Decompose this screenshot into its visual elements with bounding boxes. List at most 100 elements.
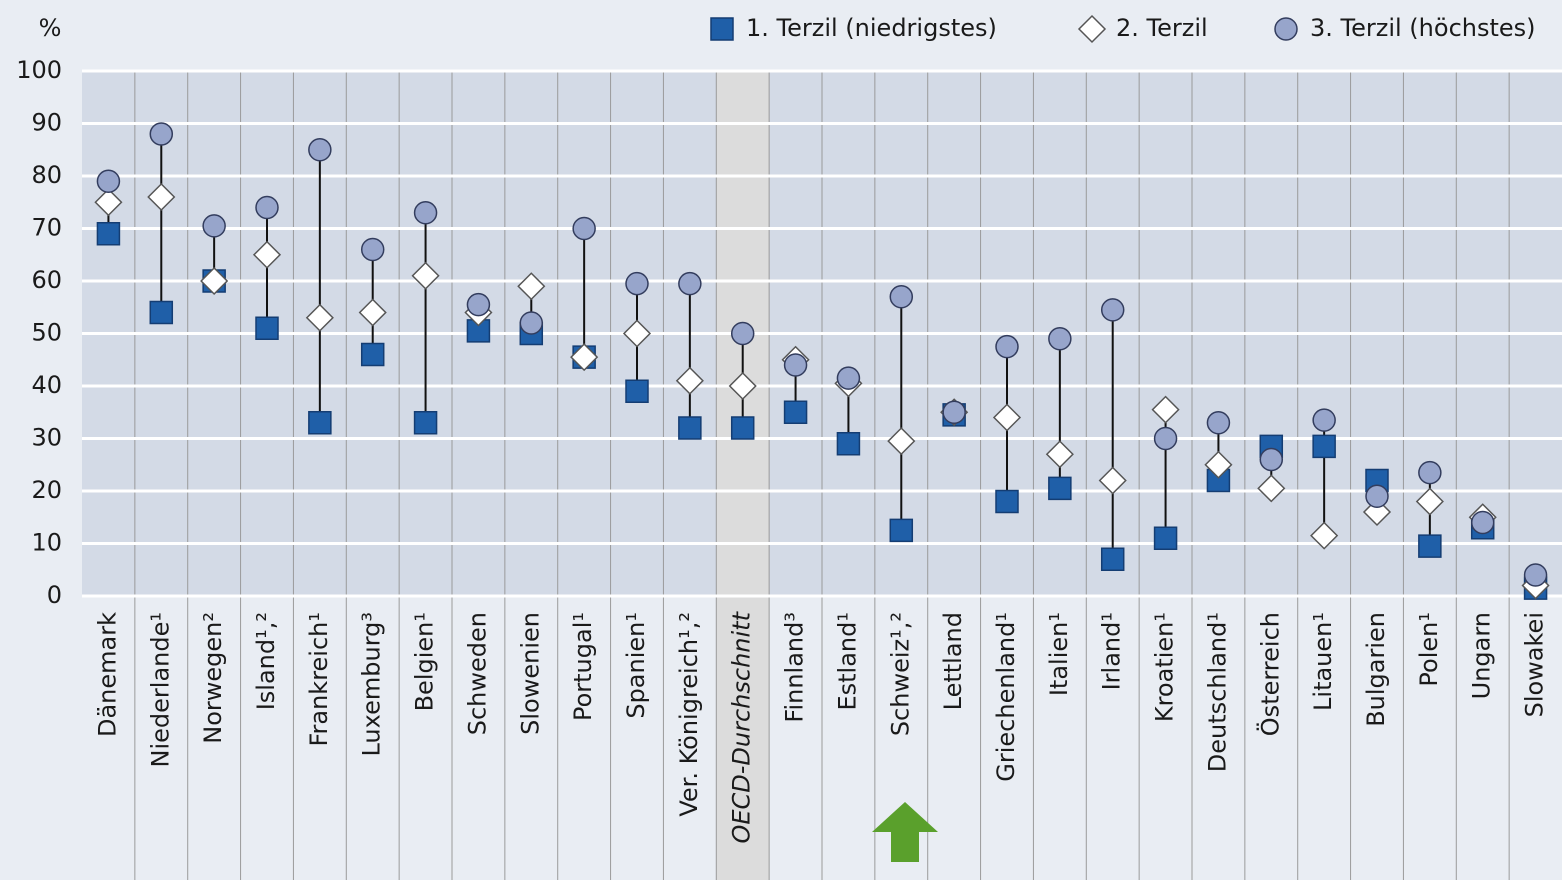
circle-marker xyxy=(1523,563,1548,587)
diamond-marker xyxy=(887,427,916,456)
square-marker xyxy=(308,411,332,435)
diamond-marker xyxy=(1077,14,1107,44)
square-marker xyxy=(1418,534,1442,558)
circle-marker xyxy=(942,400,966,424)
circle-marker xyxy=(783,353,808,377)
diamond-marker xyxy=(1415,487,1444,516)
diamond-marker xyxy=(200,266,229,296)
square-marker xyxy=(995,489,1019,514)
diamond-marker xyxy=(1204,450,1233,479)
y-tick-label: 90 xyxy=(31,109,62,137)
y-tick-label: 60 xyxy=(31,266,62,294)
x-tick-label: Ungarn xyxy=(1468,612,1496,699)
x-tick-label: Litauen¹ xyxy=(1309,612,1337,711)
y-tick-label: 10 xyxy=(31,529,62,557)
x-tick-label: Griechenland¹ xyxy=(992,612,1020,782)
circle-marker xyxy=(1153,426,1178,451)
y-tick-label: 50 xyxy=(31,319,62,347)
legend-label: 1. Terzil (niedrigstes) xyxy=(746,14,997,42)
circle-marker xyxy=(413,201,438,225)
square-marker xyxy=(1100,547,1125,571)
circle-marker xyxy=(1048,327,1072,351)
legend-label: 3. Terzil (höchstes) xyxy=(1310,14,1536,42)
diamond-marker xyxy=(1257,474,1286,503)
x-tick-label: Polen¹ xyxy=(1415,612,1443,687)
circle-marker xyxy=(308,138,332,162)
square-marker xyxy=(710,17,734,41)
circle-marker xyxy=(836,366,861,390)
x-tick-label: OECD-Durchschnitt xyxy=(728,610,756,843)
diamond-marker xyxy=(570,343,599,372)
x-tick-label: Belgien¹ xyxy=(411,612,439,711)
square-marker xyxy=(149,300,174,325)
square-marker xyxy=(889,518,914,543)
square-marker xyxy=(678,416,702,440)
diamond-marker xyxy=(675,366,704,395)
square-marker xyxy=(783,400,808,424)
x-tick-label: Kroatien¹ xyxy=(1151,612,1179,722)
x-tick-label: Italien¹ xyxy=(1045,612,1073,696)
circle-marker xyxy=(149,122,174,146)
x-tick-label: Irland¹ xyxy=(1098,612,1126,690)
circle-marker xyxy=(678,271,702,296)
diamond-marker xyxy=(147,182,176,212)
circle-marker xyxy=(995,334,1019,359)
arrow xyxy=(872,802,938,862)
square-marker xyxy=(1153,526,1178,550)
diamond-marker xyxy=(252,240,282,269)
square-marker xyxy=(1312,434,1336,459)
y-axis-label: % xyxy=(39,14,62,42)
x-tick-label: Dänemark xyxy=(93,612,121,737)
legend-label: 2. Terzil xyxy=(1116,14,1208,42)
diamond-marker xyxy=(622,319,652,348)
circle-marker xyxy=(1470,510,1495,535)
y-tick-label: 20 xyxy=(31,476,62,504)
y-tick-label: 0 xyxy=(47,581,62,609)
x-tick-label: Island¹,² xyxy=(252,612,280,710)
circle-marker xyxy=(572,216,596,241)
x-tick-label: Slowenien xyxy=(516,612,544,735)
square-marker xyxy=(625,379,649,403)
square-marker xyxy=(1048,476,1072,501)
x-tick-label: Finnland³ xyxy=(781,612,809,723)
circle-marker xyxy=(1312,408,1336,432)
diamond-marker xyxy=(411,261,440,290)
square-marker xyxy=(96,222,121,246)
x-tick-label: Estland¹ xyxy=(833,612,861,711)
y-tick-label: 40 xyxy=(31,371,62,399)
square-marker xyxy=(255,316,279,340)
circle-marker xyxy=(1259,447,1284,472)
circle-marker xyxy=(255,195,279,220)
x-tick-label: Deutschland¹ xyxy=(1203,612,1231,772)
x-tick-label: Österreich xyxy=(1255,612,1284,736)
circle-marker xyxy=(889,285,914,309)
x-tick-label: Slowakei xyxy=(1521,612,1549,717)
circle-marker xyxy=(202,214,226,238)
diamond-marker xyxy=(358,298,387,327)
x-tick-label: Norwegen² xyxy=(199,612,227,744)
circle-marker xyxy=(1100,298,1125,322)
diamond-marker xyxy=(728,371,757,401)
x-tick-label: Luxemburg³ xyxy=(358,612,386,757)
diamond-marker xyxy=(1045,440,1074,469)
diamond-marker xyxy=(305,303,334,332)
diamond-marker xyxy=(992,403,1022,432)
x-tick-label: Frankreich¹ xyxy=(305,612,333,747)
circle-marker xyxy=(625,271,649,296)
diamond-marker xyxy=(1098,466,1127,495)
diamond-marker xyxy=(517,272,546,301)
y-tick-label: 30 xyxy=(31,424,62,452)
circle-marker xyxy=(1206,411,1231,435)
circle-marker xyxy=(1274,17,1298,41)
circle-marker xyxy=(1418,460,1442,485)
diamond-marker xyxy=(94,188,123,217)
diamond-marker xyxy=(1310,521,1339,550)
circle-marker xyxy=(730,321,755,346)
x-tick-label: Spanien¹ xyxy=(622,612,650,719)
x-tick-label: Schweiz¹,² xyxy=(886,612,914,736)
x-tick-label: Portugal¹ xyxy=(569,612,597,721)
x-tick-label: Schweden xyxy=(463,612,491,735)
circle-marker xyxy=(519,311,544,335)
diamond-marker xyxy=(1151,395,1180,424)
